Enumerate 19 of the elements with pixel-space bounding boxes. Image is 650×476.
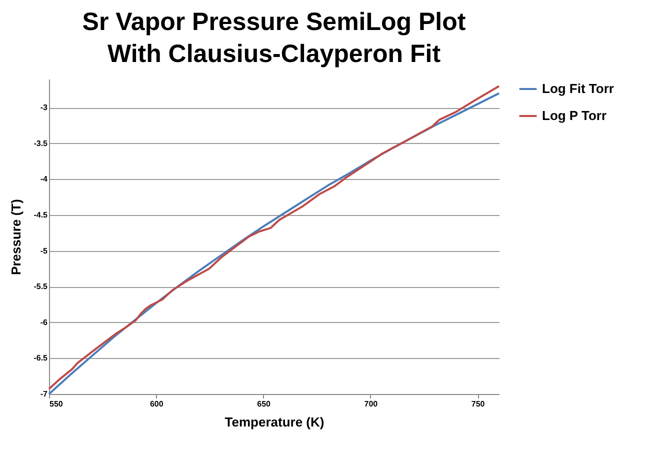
chart-title: Sr Vapor Pressure SemiLog Plot With Clausius-Clayperon Fit [82,8,466,68]
legend-label: Log P Torr [542,108,607,123]
y-tick-label: -3.5 [34,138,48,148]
x-tick-label: 700 [364,400,378,408]
y-tick-label: -5.5 [34,282,48,292]
y-tick-label: -6 [40,318,48,327]
x-tick-label: 650 [257,400,272,408]
y-tick-label: -4.5 [34,210,48,220]
x-tick-label: 550 [50,400,64,408]
y-tick-label: -5 [40,246,48,256]
y-tick-label: -4 [40,174,48,184]
y-axis-title: Pressure (T) [8,199,24,275]
y-tick-label: -3 [40,103,48,112]
x-tick-label: 600 [150,400,164,408]
y-tick-label: -7 [40,390,48,398]
x-tick-label: 750 [471,400,486,408]
y-tick-label: -6.5 [34,354,48,363]
x-axis-title: Temperature (K) [224,414,324,430]
legend-label: Log Fit Torr [542,81,614,96]
